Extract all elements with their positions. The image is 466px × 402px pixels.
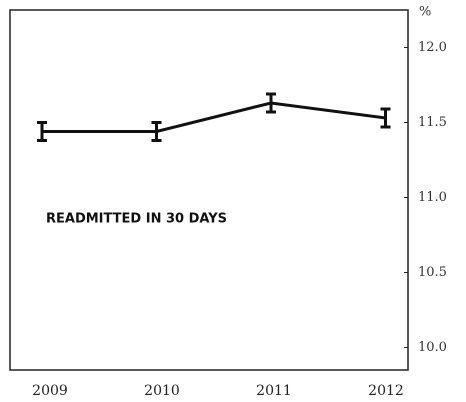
y-tick-label: 11.0 — [418, 190, 447, 205]
y-axis-label: % — [419, 5, 431, 20]
error-bar — [380, 107, 391, 129]
x-tick-label: 2009 — [32, 383, 68, 399]
y-tick-label: 12.0 — [418, 40, 447, 55]
plot-frame — [9, 9, 409, 371]
error-bar — [266, 92, 276, 114]
x-tick-label: 2010 — [144, 383, 180, 399]
error-bar — [151, 121, 162, 142]
error-bar — [37, 121, 47, 142]
y-tick-label: 10.5 — [418, 265, 447, 280]
annotation: READMITTED IN 30 DAYS — [46, 212, 227, 227]
x-tick-label: 2012 — [368, 383, 404, 399]
y-tick-label: 10.0 — [418, 340, 447, 355]
x-tick-label: 2011 — [256, 383, 292, 399]
y-tick-label: 11.5 — [418, 115, 447, 130]
line — [42, 101, 386, 133]
